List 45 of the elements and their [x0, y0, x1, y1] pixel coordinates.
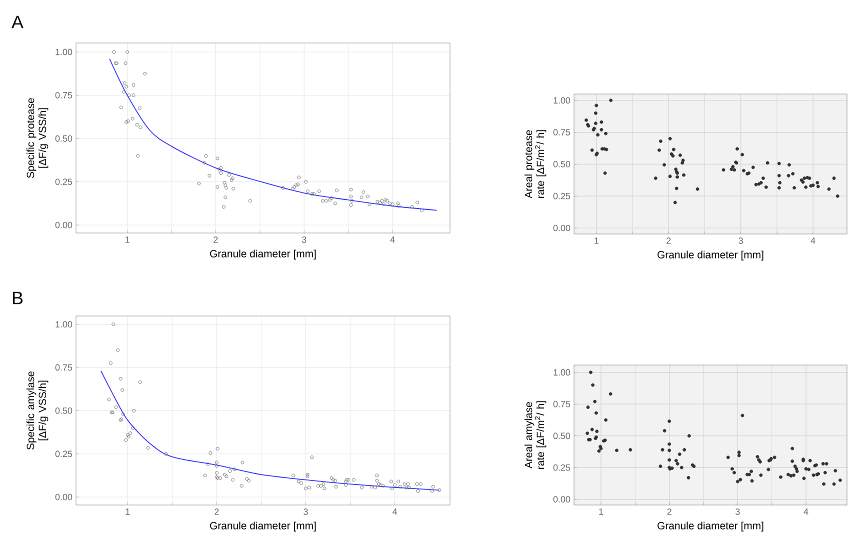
- y-axis-title: Specific amylase [ΔF/g VSS/h]: [26, 371, 48, 450]
- y-tick-label: 1.00: [56, 321, 72, 328]
- y-tick-label: 0.50: [55, 407, 72, 414]
- y-tick-label: 1.00: [554, 369, 570, 376]
- x-tick-label: 3: [304, 508, 308, 515]
- y-tick-label: 0.25: [553, 192, 570, 200]
- text: B: [12, 292, 23, 304]
- x-tick-label: 4: [804, 508, 808, 515]
- x-tick-label: 2: [214, 236, 218, 243]
- y-tick-label: 0.00: [553, 496, 570, 502]
- x-tick-label: 1: [126, 508, 130, 515]
- x-tick-label: 2: [667, 508, 672, 515]
- y-tick-label: 0.75: [553, 129, 570, 136]
- x-tick-label: 4: [392, 508, 398, 515]
- x-axis-title: Granule diameter [mm]: [658, 250, 764, 260]
- y-tick-label: 0.25: [553, 464, 570, 471]
- x-axis-title: Granule diameter [mm]: [658, 522, 764, 532]
- y-tick-label: 0.50: [553, 161, 570, 168]
- y-tick-label: 0.00: [55, 222, 72, 228]
- x-tick-label: 2: [666, 238, 671, 244]
- x-tick-label: 4: [390, 236, 395, 243]
- x-axis-title: Granule diameter [mm]: [210, 250, 316, 260]
- y-tick-label: 1.00: [554, 97, 570, 104]
- line-series: [100, 370, 440, 491]
- y-tick-label: 0.50: [55, 135, 72, 142]
- y-tick-label: 0.00: [553, 224, 570, 232]
- x-tick-label: 3: [738, 238, 743, 244]
- y-tick-label: 0.25: [55, 450, 72, 458]
- y-tick-label: 0.00: [55, 494, 72, 500]
- text: A: [12, 16, 24, 28]
- x-axis-title: Granule diameter [mm]: [210, 522, 316, 532]
- y-tick-label: 0.75: [553, 400, 570, 408]
- x-tick-label: 3: [302, 236, 306, 243]
- x-tick-label: 1: [594, 238, 598, 244]
- y-tick-label: 0.75: [55, 364, 72, 371]
- y-tick-label: 0.75: [55, 92, 72, 98]
- y-axis-title: Specific protease [ΔF/g VSS/h]: [26, 98, 48, 178]
- x-tick-label: 4: [810, 238, 816, 244]
- y-tick-label: 1.00: [56, 48, 72, 56]
- x-tick-label: 2: [214, 508, 219, 515]
- x-tick-label: 3: [736, 508, 740, 515]
- x-tick-label: 1: [599, 508, 604, 515]
- x-tick-label: 1: [125, 236, 130, 243]
- y-tick-label: 0.25: [55, 178, 72, 185]
- y-tick-label: 0.50: [553, 432, 570, 440]
